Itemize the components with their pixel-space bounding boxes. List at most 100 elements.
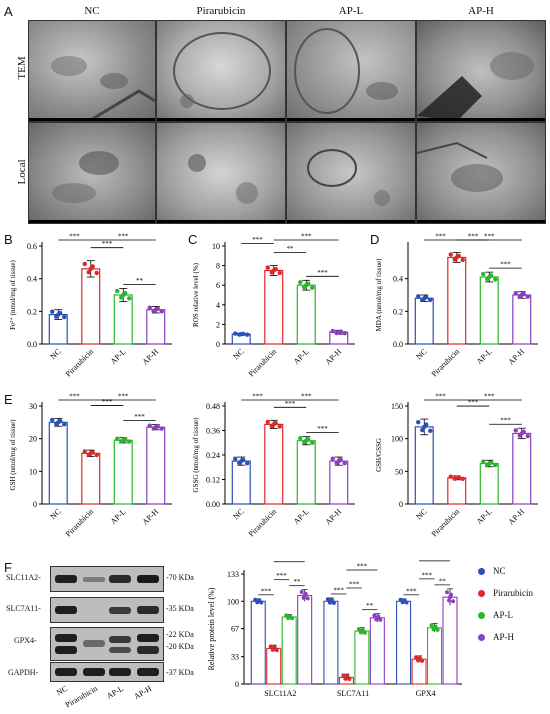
bar (296, 440, 316, 505)
data-point (265, 419, 270, 425)
data-point (347, 677, 352, 682)
significance-label: *** (134, 413, 145, 421)
data-point (86, 269, 91, 275)
y-tick-label: 10 (29, 467, 37, 476)
x-tick-label: AP-H (324, 347, 344, 367)
bar (479, 462, 499, 505)
significance-label: *** (102, 398, 113, 406)
y-tick-label: 0.36 (206, 427, 220, 436)
data-point (304, 438, 309, 443)
data-point (519, 292, 524, 298)
y-tick-label: 0 (399, 500, 403, 509)
significance-label: *** (69, 393, 80, 401)
chart-protein-grouped-bar: 0 33 67 100 133 Relative protein level (%) SLC… (207, 560, 462, 698)
significance-label: ** (366, 602, 374, 610)
data-point (487, 461, 492, 466)
data-point (147, 423, 152, 428)
bar (264, 423, 284, 505)
data-point (127, 439, 132, 444)
data-point (268, 644, 273, 649)
y-tick-label: 33 (231, 653, 239, 662)
data-point (304, 283, 309, 288)
data-point (88, 266, 93, 272)
y-axis-label: GSSG (nmol/mg of tissue) (192, 417, 200, 493)
x-tick-label: AP-L (292, 347, 311, 366)
significance-label: *** (118, 393, 129, 401)
panel-letter-a: A (4, 4, 13, 19)
data-point (330, 328, 335, 334)
data-point (115, 436, 120, 441)
x-tick-label: AP-L (292, 507, 311, 526)
x-tick-label: SLC7A11 (337, 689, 369, 698)
data-point (330, 456, 335, 461)
blot-band-slc7a11 (50, 597, 164, 623)
chart-fe2-bar: 0.0 0.2 0.4 0.6 Fe²⁺ (nmol/mg of tissue) NC Pi… (9, 233, 172, 379)
data-point (428, 297, 433, 303)
data-point (298, 436, 303, 441)
bar (512, 432, 532, 505)
data-point (493, 462, 498, 468)
data-point (121, 438, 126, 443)
bar (281, 616, 297, 685)
blot-band-gapdh (50, 662, 164, 682)
data-point (298, 280, 303, 285)
y-tick-label: 10 (212, 242, 220, 251)
significance-label: *** (435, 233, 446, 241)
significance-label: *** (69, 233, 80, 241)
bar (113, 439, 133, 505)
data-point (375, 615, 380, 620)
significance-label: *** (500, 417, 511, 425)
x-tick-label: SLC11A2 (264, 689, 296, 698)
y-tick-label: 2 (216, 320, 220, 329)
x-tick-label: AP-H (507, 507, 527, 527)
significance-label: *** (406, 587, 417, 595)
blot-label-slc11a2: SLC11A2- (6, 573, 41, 582)
tem-col-header-ap-h: AP-H (468, 5, 494, 17)
legend-item-nc: NC (478, 566, 533, 576)
y-tick-label: 0.12 (206, 476, 220, 485)
data-point (82, 449, 87, 454)
significance-label: *** (468, 399, 479, 407)
x-tick-label: AP-H (507, 347, 527, 367)
chart-gssg-bar: 0.00 0.12 0.24 0.36 0.48 GSSG (nmol/mg of tis… (192, 393, 355, 539)
tem-image-ap-l (286, 20, 416, 122)
x-tick-label: Pirarubicin (64, 507, 95, 538)
data-point (372, 613, 377, 618)
legend-item-ap-h: AP-H (478, 632, 533, 642)
data-point (454, 475, 459, 481)
x-tick-label: NC (414, 347, 428, 361)
bar (113, 294, 133, 345)
legend-swatch-pirarubicin (478, 589, 485, 597)
tem-col-header-pirarubicin: Pirarubicin (196, 5, 246, 17)
significance-label: *** (317, 269, 328, 277)
y-tick-label: 100 (391, 435, 403, 444)
data-point (299, 590, 304, 595)
legend-swatch-ap-h (478, 633, 485, 641)
data-point (414, 655, 419, 660)
data-point (287, 615, 292, 620)
significance-label: *** (435, 393, 446, 401)
y-tick-label: 0 (33, 500, 37, 509)
x-tick-label: AP-L (109, 507, 128, 526)
significance-label: *** (500, 261, 511, 269)
data-point (422, 424, 427, 430)
data-point (310, 440, 315, 445)
bar (81, 268, 101, 345)
x-tick-label: NC (48, 347, 62, 361)
data-point (422, 296, 427, 301)
bar (396, 600, 412, 685)
data-point (328, 599, 333, 604)
data-point (50, 309, 55, 314)
y-tick-label: 0.0 (393, 340, 403, 349)
data-point (344, 675, 349, 680)
tem-image-nc (28, 20, 156, 122)
data-point (233, 456, 238, 461)
bar (426, 627, 443, 685)
data-point (448, 252, 453, 257)
bar (414, 426, 434, 505)
data-point (62, 422, 67, 427)
data-point (481, 271, 486, 277)
bar (323, 600, 339, 685)
significance-label: *** (422, 571, 433, 579)
y-tick-label: 0.4 (27, 275, 37, 284)
